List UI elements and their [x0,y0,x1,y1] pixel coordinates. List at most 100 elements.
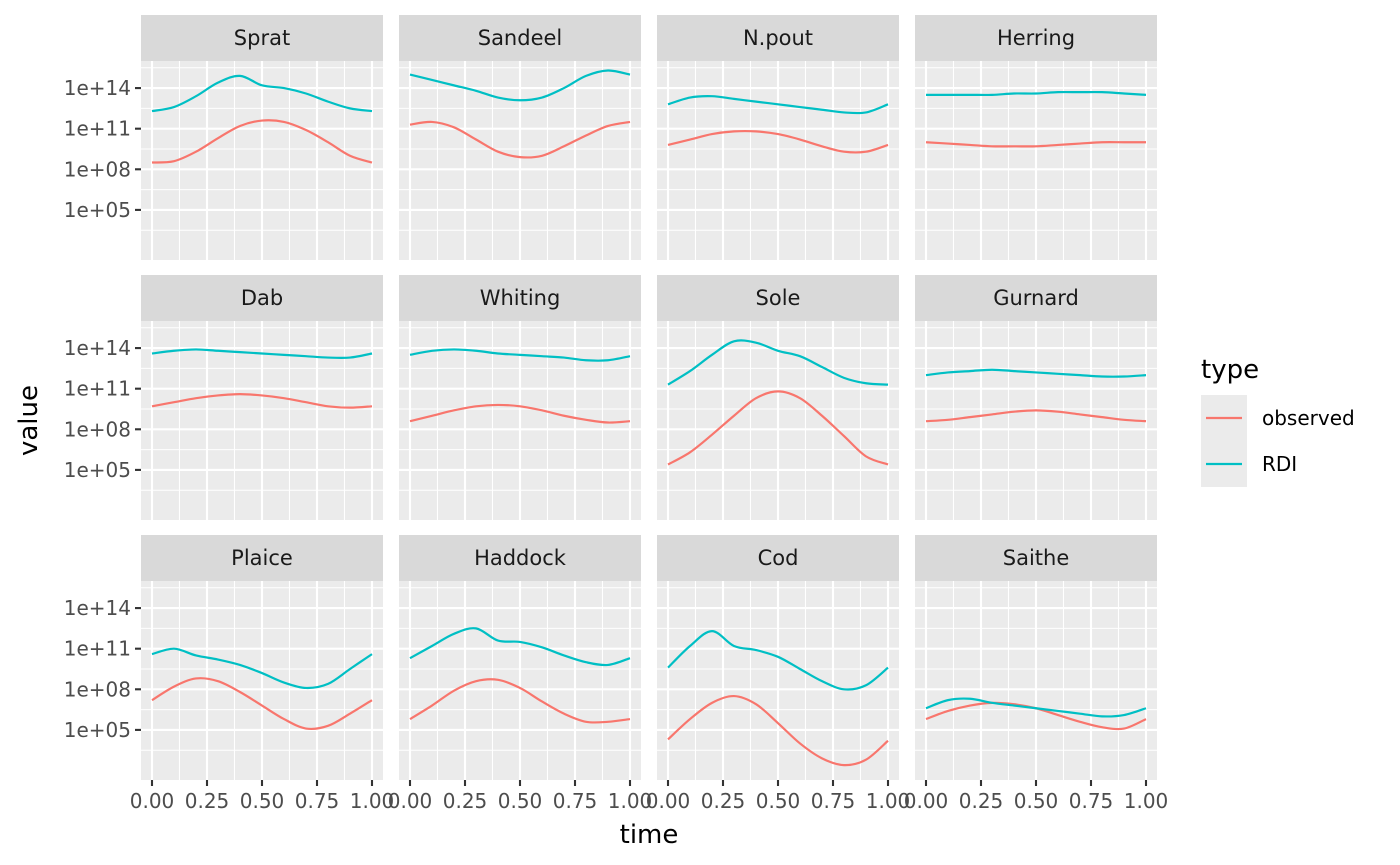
facet-strip [915,15,1157,61]
facet-panel-sprat: Sprat [141,15,383,260]
y-tick-label: 1e+08 [64,677,131,701]
x-tick-label: 1.00 [866,789,911,813]
y-axis-title: value [14,385,44,456]
x-tick-label: 0.50 [756,789,801,813]
series-line-observed [151,119,373,164]
facet-panel-sandeel: Sandeel [399,15,641,260]
series-line-rdi [925,368,1147,378]
facet-strip-label: Gurnard [993,286,1079,310]
x-tick-label: 0.75 [295,789,340,813]
series-line-rdi [409,627,631,667]
x-tick-label: 0.50 [498,789,543,813]
series-line-observed [409,403,631,424]
series-line-observed [667,129,889,154]
y-tick-label: 1e+11 [64,377,131,401]
series-line-rdi [151,74,373,113]
facet-strip-label: Cod [758,546,799,570]
x-tick-label: 0.00 [646,789,691,813]
y-tick-label: 1e+05 [64,198,131,222]
facet-strip [657,535,899,581]
legend-entry-rdi: RDI [1201,441,1297,487]
series-line-observed [667,390,889,466]
facet-strip [915,275,1157,321]
series-line-rdi [667,339,889,386]
facet-strip-label: Sandeel [478,26,563,50]
facet-panel-cod: Cod [657,535,899,780]
y-tick-label: 1e+05 [64,718,131,742]
facet-panel-plaice: Plaice [141,535,383,780]
facet-panels: Sprat Sandeel N.pout Herring Dab Whiting Sole G… [141,15,1157,780]
axes: 1e+05 1e+08 1e+11 1e+14 1e+05 1e+08 1e+11 1e+14… [64,76,1169,813]
facet-strip-label: Saithe [1003,546,1070,570]
x-tick-label: 0.25 [959,789,1004,813]
facet-strip-label: Haddock [474,546,567,570]
series-line-observed [151,677,373,731]
facet-strip [915,535,1157,581]
x-tick-label: 0.00 [904,789,949,813]
facet-strip [657,15,899,61]
x-tick-label: 0.25 [185,789,230,813]
facet-strip-label: Sole [756,286,801,310]
series-line-observed [409,120,631,159]
y-tick-label: 1e+14 [64,596,131,620]
series-line-observed [409,678,631,724]
legend: type observed RDI [1201,355,1355,487]
x-tick-label: 0.00 [388,789,433,813]
y-tick-label: 1e+11 [64,637,131,661]
facet-strip-label: Plaice [231,546,293,570]
y-tick-label: 1e+11 [64,117,131,141]
facet-panel-saithe: Saithe [915,535,1157,780]
facet-strip-label: N.pout [743,26,813,50]
facet-strip-label: Dab [241,286,283,310]
x-tick-label: 1.00 [350,789,395,813]
x-axis-title: time [620,820,679,850]
facet-panel-n-pout: N.pout [657,15,899,260]
series-line-rdi [667,95,889,115]
facet-panel-gurnard: Gurnard [915,275,1157,520]
legend-entry-observed: observed [1201,395,1355,441]
x-tick-label: 0.25 [443,789,488,813]
facet-strip [399,275,641,321]
facet-strip [141,15,383,61]
legend-label: RDI [1262,452,1297,476]
y-tick-label: 1e+14 [64,76,131,100]
facet-panel-herring: Herring [915,15,1157,260]
legend-label: observed [1262,406,1355,430]
series-line-rdi [151,647,373,690]
series-line-observed [151,393,373,409]
facet-strip [657,275,899,321]
series-line-rdi [151,348,373,360]
series-line-observed [925,141,1146,148]
facet-panel-sole: Sole [657,275,899,520]
facet-strip-label: Herring [997,26,1075,50]
series-line-observed [667,694,889,767]
x-tick-label: 0.75 [553,789,598,813]
legend-title: type [1201,355,1259,385]
x-tick-label: 0.50 [1014,789,1059,813]
facet-panel-dab: Dab [141,275,383,520]
x-tick-label: 1.00 [608,789,653,813]
y-tick-label: 1e+08 [64,417,131,441]
facet-panel-haddock: Haddock [399,535,641,780]
series-line-rdi [409,69,631,102]
series-line-rdi [667,629,889,691]
series-line-rdi [925,697,1147,718]
facet-strip [141,275,383,321]
y-tick-label: 1e+14 [64,336,131,360]
y-tick-label: 1e+08 [64,157,131,181]
x-tick-label: 1.00 [1124,789,1169,813]
facet-strip [141,535,383,581]
x-tick-label: 0.50 [240,789,285,813]
facet-panel-whiting: Whiting [399,275,641,520]
x-tick-label: 0.75 [1069,789,1114,813]
facet-strip-label: Whiting [480,286,561,310]
y-tick-label: 1e+05 [64,458,131,482]
series-line-observed [925,409,1147,423]
facet-strip [399,15,641,61]
series-line-rdi [926,90,1147,97]
facet-strip-label: Sprat [234,26,290,50]
legend-entries: observed RDI [1201,395,1355,487]
x-tick-label: 0.00 [130,789,175,813]
x-tick-label: 0.25 [701,789,746,813]
